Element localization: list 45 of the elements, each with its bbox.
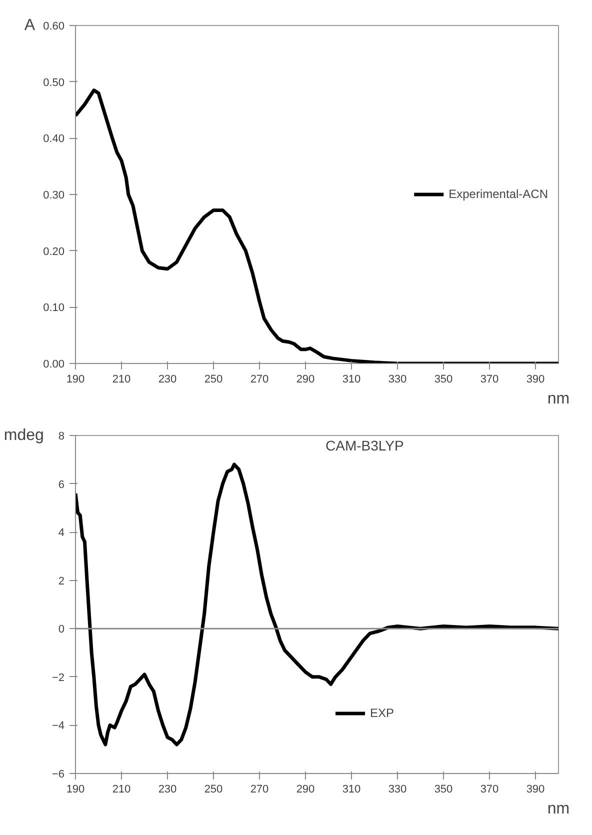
x-tick-label: 210 xyxy=(112,374,131,386)
y-tick-label: 8 xyxy=(58,430,65,442)
y-axis-title: A xyxy=(24,17,36,34)
y-axis-title: mdeg xyxy=(4,427,44,444)
x-tick-label: 290 xyxy=(296,374,315,386)
y-tick-label: 0.00 xyxy=(43,358,65,370)
y-tick-label: 0.40 xyxy=(43,133,65,146)
y-tick-label: 6 xyxy=(58,478,65,491)
x-axis-title: nm xyxy=(547,390,570,408)
x-tick-label: 370 xyxy=(480,784,499,796)
x-tick-label: 310 xyxy=(342,784,361,796)
x-tick-label: 270 xyxy=(250,784,269,796)
y-tick-label: 0.60 xyxy=(43,20,65,32)
x-tick-label: 250 xyxy=(204,374,223,386)
y-tick-label: −6 xyxy=(52,768,65,780)
legend-label: Experimental-ACN xyxy=(448,187,548,201)
x-tick-label: 190 xyxy=(66,374,85,386)
annotation: CAM-B3LYP xyxy=(326,438,404,454)
x-tick-label: 310 xyxy=(342,374,361,386)
y-tick-label: 2 xyxy=(58,575,65,588)
y-tick-label: −2 xyxy=(52,672,65,684)
y-tick-label: 0.10 xyxy=(43,302,65,314)
x-tick-label: 390 xyxy=(526,784,545,796)
x-tick-label: 350 xyxy=(434,374,453,386)
x-tick-label: 190 xyxy=(66,784,85,796)
y-tick-label: −4 xyxy=(52,720,65,732)
x-tick-label: 330 xyxy=(388,784,407,796)
x-tick-label: 270 xyxy=(250,374,269,386)
x-tick-label: 370 xyxy=(480,374,499,386)
line-series xyxy=(76,462,558,746)
legend-label: EXP xyxy=(370,706,394,720)
y-tick-label: 4 xyxy=(58,527,65,540)
x-tick-label: 230 xyxy=(158,374,177,386)
x-tick-label: 390 xyxy=(526,374,545,386)
y-tick-label: 0.20 xyxy=(43,246,65,258)
x-tick-label: 290 xyxy=(296,784,315,796)
x-tick-label: 330 xyxy=(388,374,407,386)
x-tick-label: 250 xyxy=(204,784,223,796)
x-tick-label: 230 xyxy=(158,784,177,796)
y-tick-label: 0.50 xyxy=(43,76,65,89)
x-tick-label: 210 xyxy=(112,784,131,796)
y-tick-label: 0.30 xyxy=(43,190,65,202)
x-axis-title: nm xyxy=(547,800,570,818)
x-tick-label: 350 xyxy=(434,784,453,796)
y-tick-label: 0 xyxy=(58,624,65,636)
